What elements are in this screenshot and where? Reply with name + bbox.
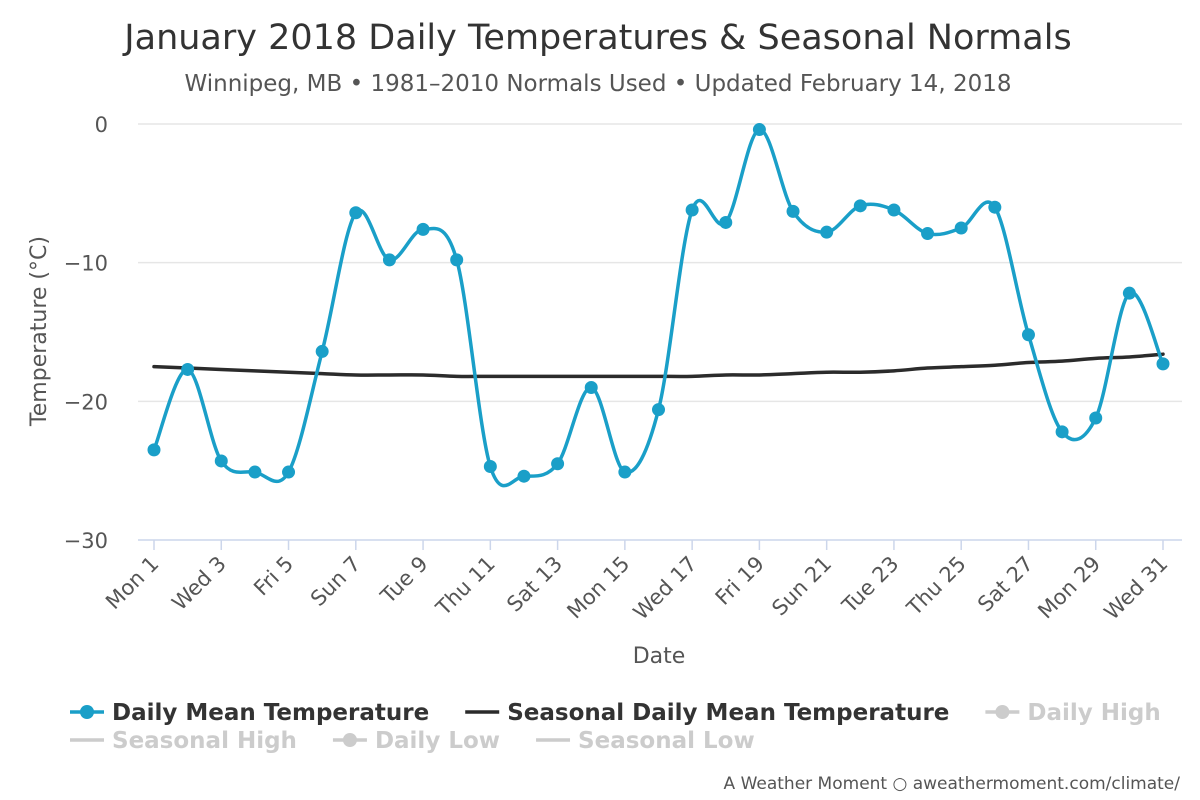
series-daily-mean-temperature — [147, 123, 1170, 488]
legend-item-seasonal-daily-mean-temperature[interactable]: Seasonal Daily Mean Temperature — [465, 700, 949, 726]
data-point[interactable] — [349, 206, 363, 220]
data-point[interactable] — [147, 443, 161, 457]
y-axis-ticks: 0 −10 −20 −30 — [64, 113, 108, 553]
data-point[interactable] — [282, 465, 296, 479]
data-point[interactable] — [954, 221, 968, 235]
series-seasonal-daily-mean-temperature — [152, 352, 1165, 379]
legend-symbol-marker — [342, 733, 357, 747]
legend-label[interactable]: Seasonal High — [112, 728, 297, 754]
y-tick-label: −10 — [64, 252, 108, 276]
x-tick-label: Fri 19 — [711, 552, 769, 610]
data-point[interactable] — [214, 454, 228, 468]
legend-symbol-marker — [80, 705, 94, 719]
chart-title: January 2018 Daily Temperatures & Season… — [122, 18, 1071, 58]
legend-item-daily-low[interactable]: Daily Low — [332, 728, 500, 754]
legend: Daily Mean Temperature Seasonal Daily Mea… — [70, 700, 1161, 754]
data-point[interactable] — [1089, 411, 1103, 425]
data-point[interactable] — [1055, 425, 1069, 439]
data-point[interactable] — [752, 123, 766, 137]
legend-label[interactable]: Seasonal Daily Mean Temperature — [507, 700, 949, 726]
data-point[interactable] — [1122, 286, 1136, 300]
data-point[interactable] — [1021, 328, 1035, 342]
x-tick-label: Sat 27 — [973, 552, 1038, 617]
legend-item-seasonal-low[interactable]: Seasonal Low — [536, 728, 755, 754]
data-point[interactable] — [887, 203, 901, 217]
legend-label[interactable]: Seasonal Low — [578, 728, 755, 754]
data-point[interactable] — [315, 344, 329, 358]
data-point[interactable] — [820, 225, 834, 239]
data-point[interactable] — [652, 403, 665, 417]
series-layer — [147, 123, 1170, 488]
y-tick-label: −20 — [64, 390, 108, 414]
data-point[interactable] — [786, 204, 800, 218]
data-point[interactable] — [853, 199, 867, 213]
data-point[interactable] — [618, 465, 632, 479]
chart-subtitle: Winnipeg, MB • 1981–2010 Normals Used • … — [185, 71, 1012, 97]
data-point[interactable] — [685, 203, 699, 217]
x-tick-label: Sun 7 — [306, 552, 365, 611]
x-tick-label: Fri 5 — [249, 552, 298, 601]
legend-label[interactable]: Daily High — [1027, 700, 1160, 726]
data-point[interactable] — [416, 222, 430, 236]
legend-item-daily-mean-temperature[interactable]: Daily Mean Temperature — [70, 700, 429, 726]
data-point[interactable] — [584, 380, 598, 394]
x-tick-label: Tue 9 — [375, 552, 432, 609]
series-line-daily-mean-temperature — [152, 127, 1165, 488]
x-tick-label: Mon 1 — [101, 552, 163, 614]
x-tick-label: Thu 11 — [431, 552, 500, 621]
x-tick-label: Sun 21 — [767, 552, 836, 621]
x-tick-label: Wed 31 — [1100, 552, 1173, 625]
data-point[interactable] — [450, 253, 464, 267]
data-point[interactable] — [382, 253, 396, 267]
legend-label[interactable]: Daily Mean Temperature — [112, 700, 429, 726]
series-line-seasonal-daily-mean-temperature — [152, 352, 1165, 379]
y-tick-label: −30 — [64, 529, 108, 553]
data-point[interactable] — [248, 465, 262, 479]
data-point[interactable] — [551, 457, 565, 471]
y-tick-label: 0 — [95, 113, 108, 137]
x-tick-label: Wed 3 — [167, 552, 231, 616]
x-tick-label: Mon 15 — [562, 552, 634, 624]
legend-symbol-marker — [995, 705, 1010, 719]
x-tick-label: Sat 13 — [502, 552, 567, 617]
data-point[interactable] — [517, 469, 531, 483]
x-axis-title: Date — [633, 644, 686, 669]
data-point[interactable] — [719, 215, 733, 229]
x-tick-label: Mon 29 — [1033, 552, 1105, 624]
legend-item-daily-high[interactable]: Daily High — [985, 700, 1161, 726]
grid-lines — [138, 123, 1182, 403]
data-point[interactable] — [921, 227, 935, 241]
legend-label[interactable]: Daily Low — [375, 728, 500, 754]
data-point[interactable] — [1156, 357, 1170, 371]
legend-item-seasonal-high[interactable]: Seasonal High — [70, 728, 297, 754]
data-point[interactable] — [483, 460, 497, 474]
y-axis-title: Temperature (°C) — [27, 236, 52, 427]
x-tick-label: Tue 23 — [837, 552, 904, 619]
x-tick-label: Thu 25 — [902, 552, 971, 621]
data-point[interactable] — [988, 200, 1002, 214]
x-tick-label: Wed 17 — [629, 552, 702, 625]
data-point[interactable] — [181, 362, 195, 376]
chart-credit[interactable]: A Weather Moment ○ aweathermoment.com/cl… — [724, 774, 1181, 794]
